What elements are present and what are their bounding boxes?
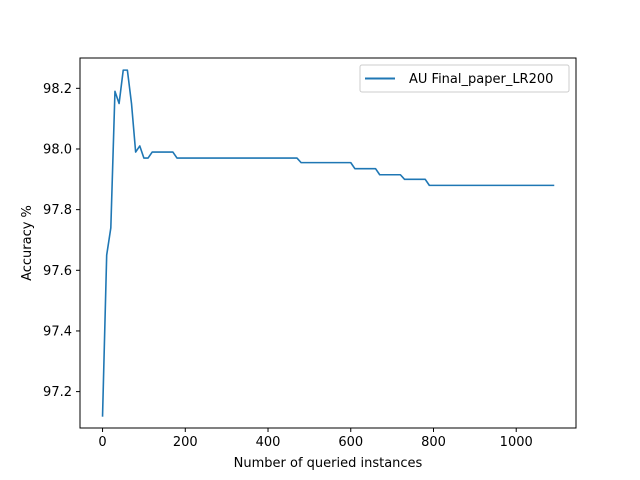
legend: AU Final_paper_LR200: [359, 64, 570, 93]
y-axis: 97.2 97.4 97.6 97.8 98.0 98.2: [43, 82, 80, 400]
x-tick-label: 200: [173, 435, 198, 450]
series-line: [101, 69, 555, 417]
y-tick-label: 97.4: [43, 324, 72, 339]
y-tick-label: 97.8: [43, 203, 72, 218]
y-tick-label: 98.2: [43, 82, 72, 97]
y-tick-label: 97.2: [43, 385, 72, 400]
y-tick-label: 97.6: [43, 264, 72, 279]
x-tick-label: 600: [338, 435, 363, 450]
legend-series-label: AU Final_paper_LR200: [409, 72, 553, 87]
x-axis: 0 200 400 600 800 1000: [98, 428, 533, 450]
x-tick-label: 400: [256, 435, 281, 450]
y-axis-label: Accuracy %: [20, 205, 35, 281]
x-axis-label: Number of queried instances: [234, 456, 423, 471]
x-tick-label: 0: [98, 435, 106, 450]
legend-frame: [359, 64, 570, 93]
x-tick-label: 800: [421, 435, 446, 450]
plot-area-frame: [79, 57, 577, 429]
x-tick-label: 1000: [500, 435, 533, 450]
series-layer: [101, 69, 555, 417]
y-tick-label: 98.0: [43, 142, 72, 157]
